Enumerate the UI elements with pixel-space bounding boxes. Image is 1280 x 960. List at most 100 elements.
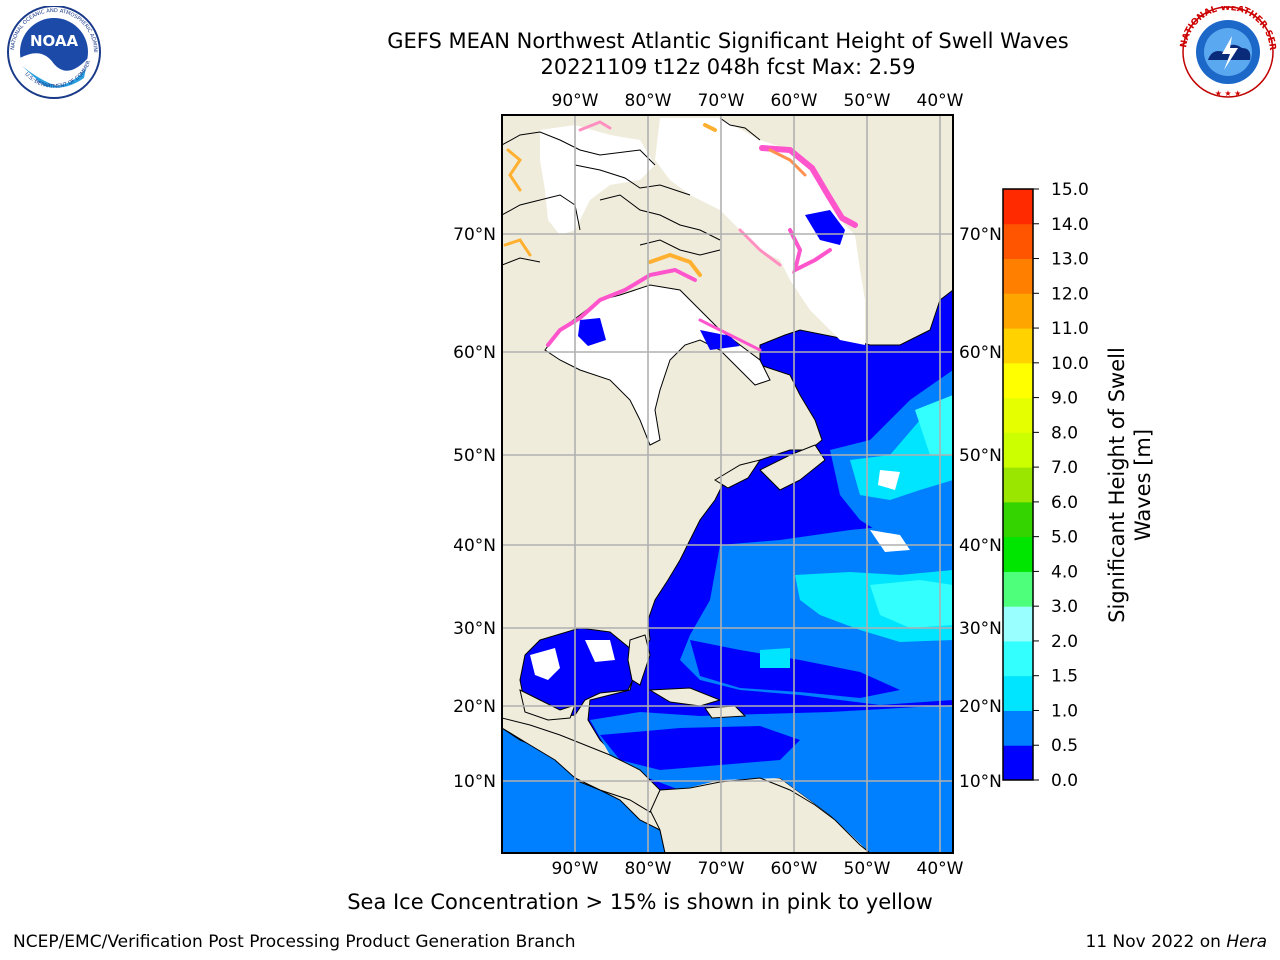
lat-label: 70°N (453, 225, 496, 245)
swell-patch (760, 648, 790, 668)
colorbar-swatch (1003, 467, 1033, 503)
colorbar-tick-label: 6.0 (1051, 493, 1078, 513)
graticule (502, 115, 953, 853)
swell-band-3 (870, 580, 953, 628)
colorbar-tick-label: 3.0 (1051, 597, 1078, 617)
lon-label: 70°W (698, 859, 745, 879)
colorbar-ticks: 0.0 0.5 1.0 1.5 2.0 3.0 4.0 5.0 6.0 7.0 8.0 9.0 10.0… (1033, 180, 1089, 791)
caribbean-low (600, 726, 800, 770)
lat-label: 10°N (959, 772, 1002, 792)
lon-label: 40°W (917, 859, 964, 879)
colorbar-tick-label: 15.0 (1051, 180, 1089, 200)
lon-label: 70°W (698, 91, 745, 111)
colorbar-tick-label: 1.5 (1051, 667, 1078, 687)
nova-scotia (714, 459, 762, 489)
lon-label: 50°W (844, 91, 891, 111)
lat-label: 10°N (453, 772, 496, 792)
colorbar-swatch (1003, 501, 1033, 538)
colorbar-swatch (1003, 571, 1033, 607)
colorbar-swatch (1003, 745, 1033, 781)
lat-label: 30°N (959, 619, 1002, 639)
lon-label: 60°W (771, 859, 818, 879)
colorbar-swatch (1003, 189, 1033, 225)
baffin-open-water (805, 210, 845, 245)
map-area (502, 115, 953, 853)
colorbar-tick-label: 10.0 (1051, 354, 1089, 374)
date-stamp: 11 Nov 2022 on Hera (1085, 932, 1267, 952)
credit-text: NCEP/EMC/Verification Post Processing Pr… (13, 932, 576, 952)
lon-label: 40°W (917, 91, 964, 111)
colorbar-tick-label: 5.0 (1051, 528, 1078, 548)
colorbar-swatch (1003, 258, 1033, 294)
lon-label: 80°W (625, 859, 672, 879)
colorbar-tick-label: 12.0 (1051, 284, 1089, 304)
lat-label: 20°N (453, 697, 496, 717)
ocean-no-data-patches (870, 470, 910, 552)
arctic-coastlines (502, 117, 761, 266)
sea-ice-note: Sea Ice Concentration > 15% is shown in … (347, 890, 933, 914)
colorbar-tick-label: 9.0 (1051, 389, 1078, 409)
colorbar-swatch (1003, 640, 1033, 677)
noaa-logo: NOAA NATIONAL OCEANIC AND ATMOSPHERIC AD… (4, 6, 101, 99)
lat-label: 60°N (453, 343, 496, 363)
colorbar-swatch (1003, 710, 1033, 746)
colorbar-swatch (1003, 362, 1033, 399)
colorbar-swatch (1003, 536, 1033, 572)
lon-labels-bottom: 90°W 80°W 70°W 60°W 50°W 40°W (552, 859, 964, 879)
date-text: 11 Nov 2022 on (1085, 932, 1221, 952)
colorbar: 0.0 0.5 1.0 1.5 2.0 3.0 4.0 5.0 6.0 7.0 8.0 9.0 10.0… (1002, 180, 1155, 791)
colorbar-tick-label: 0.0 (1051, 771, 1078, 791)
colorbar-tick-label: 13.0 (1051, 250, 1089, 270)
colorbar-tick-label: 4.0 (1051, 562, 1078, 582)
hudson-bay-open-water (578, 318, 740, 350)
lat-labels-left: 70°N 60°N 50°N 40°N 30°N 20°N 10°N (453, 225, 496, 792)
lat-labels-right: 70°N 60°N 50°N 40°N 30°N 20°N 10°N (959, 225, 1002, 792)
central-america (502, 717, 661, 813)
colorbar-swatch (1003, 432, 1033, 468)
colorbar-tick-label: 0.5 (1051, 736, 1078, 756)
svg-text:★ ★ ★: ★ ★ ★ (1215, 89, 1242, 98)
baffin-bay-no-data (655, 118, 865, 345)
lon-label: 80°W (625, 91, 672, 111)
lat-label: 60°N (959, 343, 1002, 363)
lat-label: 40°N (453, 536, 496, 556)
lat-label: 40°N (959, 536, 1002, 556)
host-text: Hera (1226, 932, 1267, 952)
nws-logo: NATIONAL WEATHER SERVICE ★ ★ ★ (1178, 6, 1277, 98)
colorbar-tick-label: 7.0 (1051, 458, 1078, 478)
colorbar-swatches (1003, 189, 1033, 781)
lon-labels-top: 90°W 80°W 70°W 60°W 50°W 40°W (552, 91, 964, 111)
lat-label: 50°N (959, 446, 1002, 466)
colorbar-swatch (1003, 223, 1033, 260)
colorbar-label-2: Waves [m] (1131, 429, 1155, 541)
colorbar-tick-label: 2.0 (1051, 632, 1078, 652)
chart-title: GEFS MEAN Northwest Atlantic Significant… (387, 29, 1069, 53)
colorbar-swatch (1003, 328, 1033, 364)
lon-label: 90°W (552, 91, 599, 111)
chart-subtitle: 20221109 t12z 048h fcst Max: 2.59 (540, 55, 916, 79)
sea-ice-edges (503, 120, 858, 352)
gulf-masked-cells (530, 640, 615, 680)
colorbar-tick-label: 8.0 (1051, 423, 1078, 443)
arctic-channels-no-data (540, 125, 655, 235)
lat-label: 70°N (959, 225, 1002, 245)
swell-band-1b (690, 640, 900, 698)
lat-label: 20°N (959, 697, 1002, 717)
colorbar-tick-label: 14.0 (1051, 215, 1089, 235)
map-frame (501, 114, 954, 854)
lon-label: 60°W (771, 91, 818, 111)
colorbar-frame (1002, 188, 1034, 781)
lon-label: 90°W (552, 859, 599, 879)
colorbar-label-1: Significant Height of Swell (1105, 347, 1129, 623)
florida (627, 634, 651, 686)
lon-label: 50°W (844, 859, 891, 879)
colorbar-swatch (1003, 293, 1033, 329)
swell-peak (915, 395, 953, 455)
lat-label: 30°N (453, 619, 496, 639)
colorbar-swatch (1003, 397, 1033, 433)
colorbar-swatch (1003, 675, 1033, 711)
yucatan (519, 689, 576, 721)
colorbar-tick-label: 1.0 (1051, 701, 1078, 721)
colorbar-tick-label: 11.0 (1051, 319, 1089, 339)
lat-label: 50°N (453, 446, 496, 466)
